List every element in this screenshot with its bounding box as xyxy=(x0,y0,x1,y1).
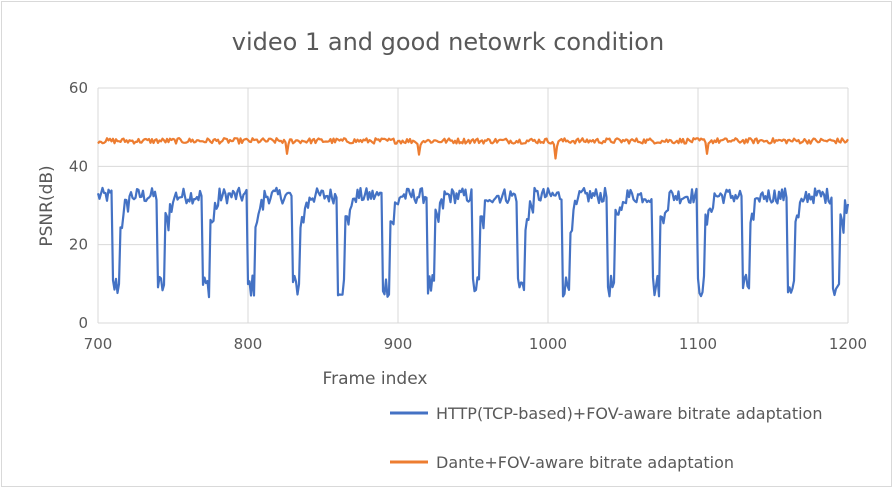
x-tick-label: 1100 xyxy=(679,335,717,353)
x-tick-label: 1200 xyxy=(829,335,867,353)
legend-item-dante: Dante+FOV-aware bitrate adaptation xyxy=(436,453,734,472)
series-line-dante xyxy=(97,137,849,160)
series-lines xyxy=(96,137,850,299)
x-tick-labels: 700 800 900 1000 1100 1200 xyxy=(84,335,867,353)
y-tick-label: 20 xyxy=(69,236,88,254)
series-line-http xyxy=(96,186,850,299)
legend-item-http: HTTP(TCP-based)+FOV-aware bitrate adapta… xyxy=(436,404,822,423)
y-tick-label: 0 xyxy=(78,314,88,332)
x-axis-label: Frame index xyxy=(323,369,428,389)
x-tick-label: 1000 xyxy=(529,335,567,353)
y-tick-label: 40 xyxy=(69,157,88,175)
x-tick-label: 800 xyxy=(234,335,263,353)
x-tick-label: 700 xyxy=(84,335,113,353)
legend: HTTP(TCP-based)+FOV-aware bitrate adapta… xyxy=(390,404,822,472)
y-tick-label: 60 xyxy=(69,79,88,97)
y-axis-label: PSNR(dB) xyxy=(37,165,57,246)
y-tick-labels: 0 20 40 60 xyxy=(69,79,88,332)
chart-title: video 1 and good netowrk condition xyxy=(232,28,664,56)
x-tick-label: 900 xyxy=(384,335,413,353)
